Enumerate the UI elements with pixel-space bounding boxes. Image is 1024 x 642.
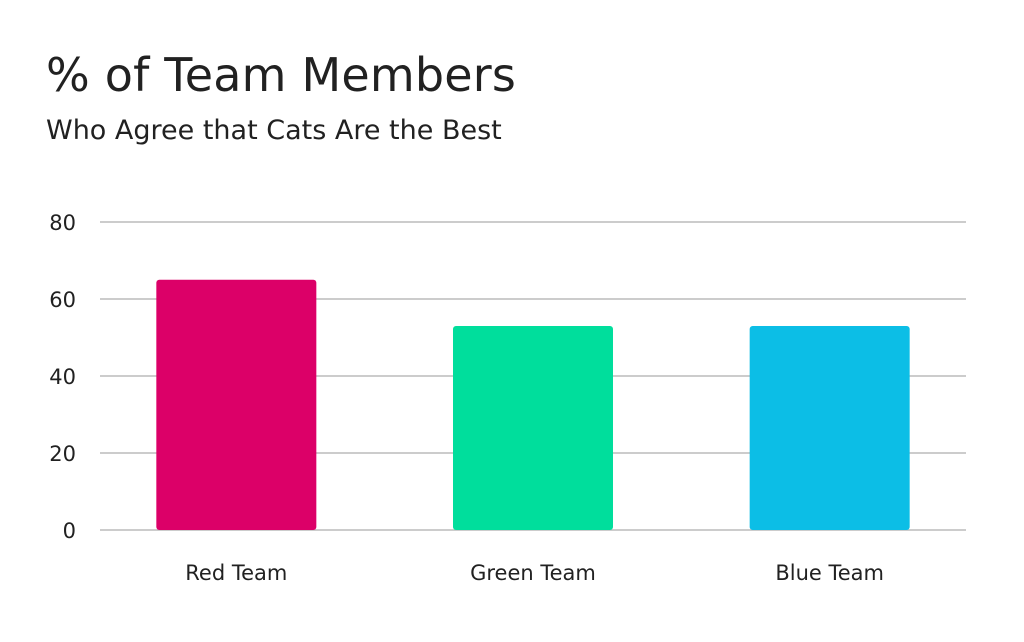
x-tick-label: Green Team xyxy=(470,561,596,585)
bar-red-team xyxy=(156,279,317,530)
y-tick-label: 60 xyxy=(49,288,76,312)
x-tick-label: Red Team xyxy=(185,561,287,585)
y-tick-label: 0 xyxy=(63,519,76,543)
x-axis-labels: Red Team Green Team Blue Team xyxy=(185,561,884,585)
bar-green-team xyxy=(453,325,613,530)
y-axis-ticks: 0 20 40 60 80 xyxy=(49,211,76,543)
chart-subtitle: Who Agree that Cats Are the Best xyxy=(46,115,502,146)
y-tick-label: 40 xyxy=(49,365,76,389)
chart-title: % of Team Members xyxy=(46,48,517,102)
x-tick-label: Blue Team xyxy=(775,561,884,585)
bars xyxy=(156,279,910,530)
bar-blue-team xyxy=(749,325,910,530)
y-tick-label: 20 xyxy=(49,442,76,466)
y-tick-label: 80 xyxy=(49,211,76,235)
